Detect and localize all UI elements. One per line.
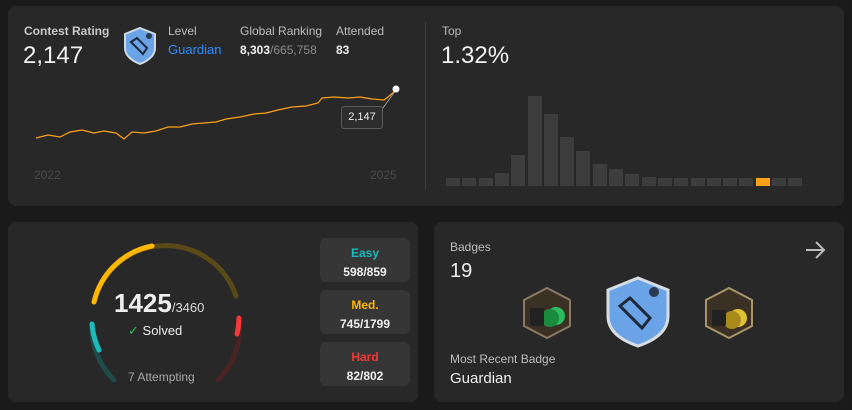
level-label: Level [168, 24, 197, 38]
easy-label: Easy [350, 246, 380, 260]
distribution-bar [560, 137, 575, 186]
distribution-bar [690, 178, 705, 186]
distribution-bar [511, 155, 526, 186]
distribution-bar [674, 178, 689, 186]
solved-label: Solved [142, 323, 183, 338]
rating-year-start: 2022 [34, 168, 61, 182]
difficulty-hard[interactable]: Hard 82/802 [320, 342, 410, 386]
most-recent-badge-label: Most Recent Badge [450, 352, 556, 366]
difficulty-medium[interactable]: Med. 745/1799 [320, 290, 410, 334]
badge-guardian-icon[interactable] [604, 276, 672, 353]
distribution-bar [446, 178, 460, 186]
rating-distribution-chart[interactable] [446, 92, 826, 186]
badges-label: Badges [450, 240, 491, 254]
contest-rating-label: Contest Rating [24, 24, 110, 38]
attended-value: 83 [336, 43, 350, 57]
hard-value: 82/802 [346, 369, 384, 383]
distribution-bar [592, 164, 607, 186]
distribution-bar [462, 178, 477, 186]
rating-tooltip: 2,147 [341, 106, 383, 129]
badge-365-days-icon[interactable] [702, 286, 756, 345]
badges-card: Badges 19 Most Recent Badge Guardian [434, 222, 844, 402]
solved-total: /3460 [171, 300, 205, 315]
solved-count: 1425/3460 [114, 288, 204, 319]
top-value: 1.32% [441, 42, 510, 69]
most-recent-badge-value: Guardian [450, 370, 512, 387]
distribution-bar [478, 178, 493, 186]
guardian-badge-icon [122, 26, 158, 66]
medium-label: Med. [351, 298, 379, 312]
distribution-bar [657, 178, 672, 186]
global-ranking-value: 8,303/665,758 [240, 43, 317, 57]
distribution-bar [609, 169, 623, 186]
distribution-bar [543, 114, 558, 186]
solved-card: 1425/3460 ✓ Solved 7 Attempting Easy 598… [8, 222, 418, 402]
distribution-bar [576, 151, 591, 186]
badge-50-days-icon[interactable] [520, 286, 574, 345]
easy-value: 598/859 [343, 265, 387, 279]
attempting-label: 7 Attempting [128, 370, 195, 384]
badges-count: 19 [450, 260, 473, 282]
rating-line [35, 89, 397, 140]
arrow-right-icon[interactable] [804, 240, 828, 265]
solved-label-row: ✓ Solved [128, 323, 182, 339]
contest-rating-value: 2,147 [23, 42, 84, 69]
card-divider [425, 22, 426, 189]
global-ranking-total: /665,758 [270, 43, 317, 57]
distribution-bar [706, 178, 721, 186]
distribution-bar [788, 178, 803, 186]
rating-year-end: 2025 [370, 168, 397, 182]
global-ranking-label: Global Ranking [240, 24, 323, 38]
difficulty-easy[interactable]: Easy 598/859 [320, 238, 410, 282]
distribution-bar [494, 173, 509, 186]
attended-label: Attended [336, 24, 385, 38]
hard-label: Hard [351, 350, 379, 364]
medium-value: 745/1799 [339, 317, 391, 331]
solved-count-value: 1425 [114, 288, 172, 318]
contest-rating-card: Contest Rating 2,147 Level Guardian Glob… [8, 6, 844, 206]
distribution-bar [755, 178, 770, 186]
distribution-bar [641, 177, 656, 186]
global-ranking-rank: 8,303 [240, 43, 271, 57]
distribution-bar [527, 96, 542, 186]
distribution-bar [625, 174, 640, 186]
distribution-bar [739, 178, 754, 186]
distribution-bar [772, 178, 786, 186]
solved-progress-ring [89, 243, 243, 383]
rating-current-point [392, 85, 400, 93]
distribution-bar [723, 178, 738, 186]
check-icon: ✓ [128, 323, 139, 338]
top-label: Top [442, 24, 462, 38]
level-value[interactable]: Guardian [168, 42, 222, 57]
